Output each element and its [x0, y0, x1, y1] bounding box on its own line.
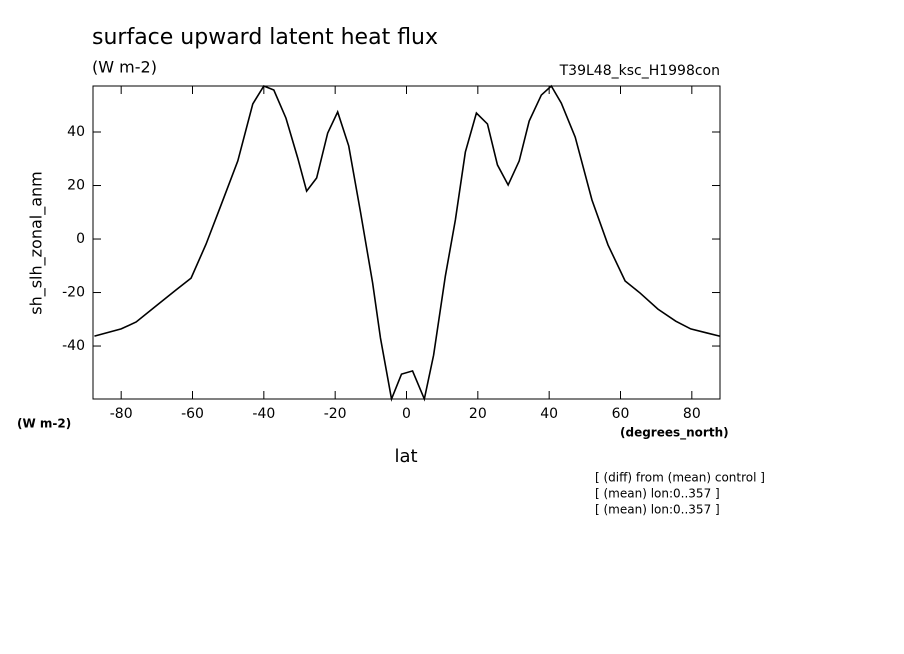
y-unit: (W m-2) — [17, 417, 71, 431]
x-axis-label: lat — [394, 446, 417, 467]
y-axis-label: sh_slh_zonal_anm — [27, 171, 47, 315]
x-tick-label: -60 — [181, 406, 204, 422]
note: [ (mean) lon:0..357 ] — [595, 487, 720, 501]
chart-subtitle: (W m-2) — [92, 58, 157, 77]
y-tick-label: 20 — [67, 178, 85, 194]
x-tick-label: 40 — [540, 406, 558, 422]
plot-frame — [92, 85, 721, 400]
x-unit: (degrees_north) — [620, 426, 729, 441]
x-tick-label: 80 — [683, 406, 701, 422]
x-tick-label: 20 — [469, 406, 487, 422]
y-tick-label: 40 — [67, 124, 85, 140]
y-tick-label: -20 — [62, 285, 85, 301]
x-tick-label: -20 — [324, 406, 347, 422]
note: [ (mean) lon:0..357 ] — [595, 503, 720, 517]
note: [ (diff) from (mean) control ] — [595, 471, 765, 485]
x-tick-label: -80 — [110, 406, 133, 422]
y-tick-label: 0 — [76, 231, 85, 247]
data-line — [94, 84, 720, 402]
x-tick-label: 0 — [402, 406, 411, 422]
x-tick-label: -40 — [252, 406, 275, 422]
chart-title: surface upward latent heat flux — [92, 25, 438, 50]
y-tick-label: -40 — [62, 338, 85, 354]
run-label: T39L48_ksc_H1998con — [559, 63, 720, 79]
x-tick-label: 60 — [612, 406, 630, 422]
